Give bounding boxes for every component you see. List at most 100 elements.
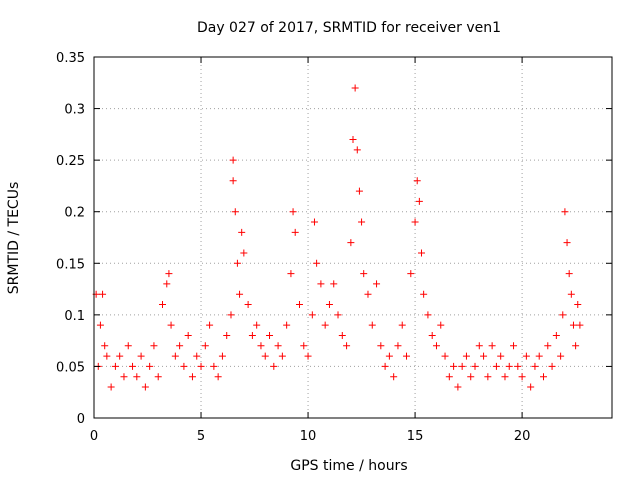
- x-tick-label: 10: [300, 429, 317, 444]
- data-point: [569, 321, 577, 329]
- data-point: [197, 362, 205, 370]
- y-tick-label: 0.2: [64, 206, 85, 221]
- data-point: [165, 270, 173, 278]
- data-points: [92, 84, 584, 391]
- data-point: [445, 373, 453, 381]
- data-point: [349, 136, 357, 144]
- data-point: [413, 177, 421, 185]
- x-tick-label: 0: [90, 429, 98, 444]
- data-point: [548, 362, 556, 370]
- chart-title: Day 027 of 2017, SRMTID for receiver ven…: [197, 20, 501, 36]
- data-point: [210, 362, 218, 370]
- data-point: [300, 342, 308, 350]
- data-point: [373, 280, 381, 288]
- y-tick-label: 0.35: [56, 51, 85, 66]
- data-point: [240, 249, 248, 257]
- data-point: [248, 331, 256, 339]
- data-point: [480, 352, 488, 360]
- data-point: [218, 352, 226, 360]
- y-tick-label: 0: [77, 412, 85, 427]
- data-point: [403, 352, 411, 360]
- data-point: [103, 352, 111, 360]
- data-point: [141, 383, 149, 391]
- data-point: [266, 331, 274, 339]
- data-point: [304, 352, 312, 360]
- data-point: [535, 352, 543, 360]
- data-point: [377, 342, 385, 350]
- data-point: [223, 331, 231, 339]
- data-point: [99, 290, 107, 298]
- data-point: [510, 342, 518, 350]
- data-point: [338, 331, 346, 339]
- x-axis-label: GPS time / hours: [290, 458, 407, 474]
- data-point: [462, 352, 470, 360]
- data-point: [154, 373, 162, 381]
- data-point: [253, 321, 261, 329]
- data-point: [450, 362, 458, 370]
- data-point: [563, 239, 571, 247]
- data-point: [454, 383, 462, 391]
- data-point: [274, 342, 282, 350]
- data-point: [428, 331, 436, 339]
- data-point: [544, 342, 552, 350]
- data-point: [497, 352, 505, 360]
- data-point: [572, 342, 580, 350]
- data-point: [492, 362, 500, 370]
- data-point: [308, 311, 316, 319]
- data-point: [407, 270, 415, 278]
- data-point: [424, 311, 432, 319]
- data-point: [420, 290, 428, 298]
- data-point: [193, 352, 201, 360]
- data-point: [231, 208, 239, 216]
- data-point: [180, 362, 188, 370]
- data-point: [330, 280, 338, 288]
- data-point: [111, 362, 119, 370]
- x-tick-label: 15: [407, 429, 424, 444]
- data-point: [101, 342, 109, 350]
- data-point: [289, 208, 297, 216]
- data-point: [415, 197, 423, 205]
- data-point: [150, 342, 158, 350]
- data-point: [501, 373, 509, 381]
- data-point: [385, 352, 393, 360]
- data-point: [184, 331, 192, 339]
- data-point: [353, 146, 361, 154]
- data-point: [484, 373, 492, 381]
- data-point: [368, 321, 376, 329]
- data-point: [390, 373, 398, 381]
- data-point: [233, 259, 241, 267]
- data-point: [291, 228, 299, 236]
- data-point: [188, 373, 196, 381]
- data-point: [505, 362, 513, 370]
- data-point: [398, 321, 406, 329]
- data-point: [167, 321, 175, 329]
- data-point: [471, 362, 479, 370]
- y-tick-label: 0.15: [56, 257, 85, 272]
- data-point: [565, 270, 573, 278]
- data-point: [257, 342, 265, 350]
- data-point: [557, 352, 565, 360]
- data-point: [295, 301, 303, 309]
- data-point: [417, 249, 425, 257]
- data-point: [229, 156, 237, 164]
- data-point: [347, 239, 355, 247]
- data-point: [574, 301, 582, 309]
- data-point: [133, 373, 141, 381]
- data-point: [310, 218, 318, 226]
- data-point: [488, 342, 496, 350]
- data-point: [343, 342, 351, 350]
- data-point: [244, 301, 252, 309]
- data-point: [163, 280, 171, 288]
- data-point: [411, 218, 419, 226]
- y-tick-label: 0.05: [56, 360, 85, 375]
- data-point: [360, 270, 368, 278]
- data-point: [238, 228, 246, 236]
- data-point: [321, 321, 329, 329]
- data-point: [317, 280, 325, 288]
- data-point: [518, 373, 526, 381]
- data-point: [158, 301, 166, 309]
- data-point: [381, 362, 389, 370]
- data-point: [201, 342, 209, 350]
- data-point: [283, 321, 291, 329]
- data-point: [313, 259, 321, 267]
